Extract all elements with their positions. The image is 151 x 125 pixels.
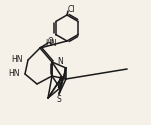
Text: O: O — [48, 38, 54, 46]
Text: Cl: Cl — [67, 4, 75, 14]
Text: HN: HN — [8, 68, 20, 78]
Text: HN: HN — [45, 39, 56, 48]
Text: N: N — [57, 58, 63, 66]
Text: HN: HN — [11, 54, 23, 64]
Text: S: S — [57, 94, 61, 104]
